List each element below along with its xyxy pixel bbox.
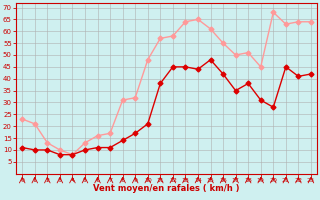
X-axis label: Vent moyen/en rafales ( km/h ): Vent moyen/en rafales ( km/h ) bbox=[93, 184, 240, 193]
